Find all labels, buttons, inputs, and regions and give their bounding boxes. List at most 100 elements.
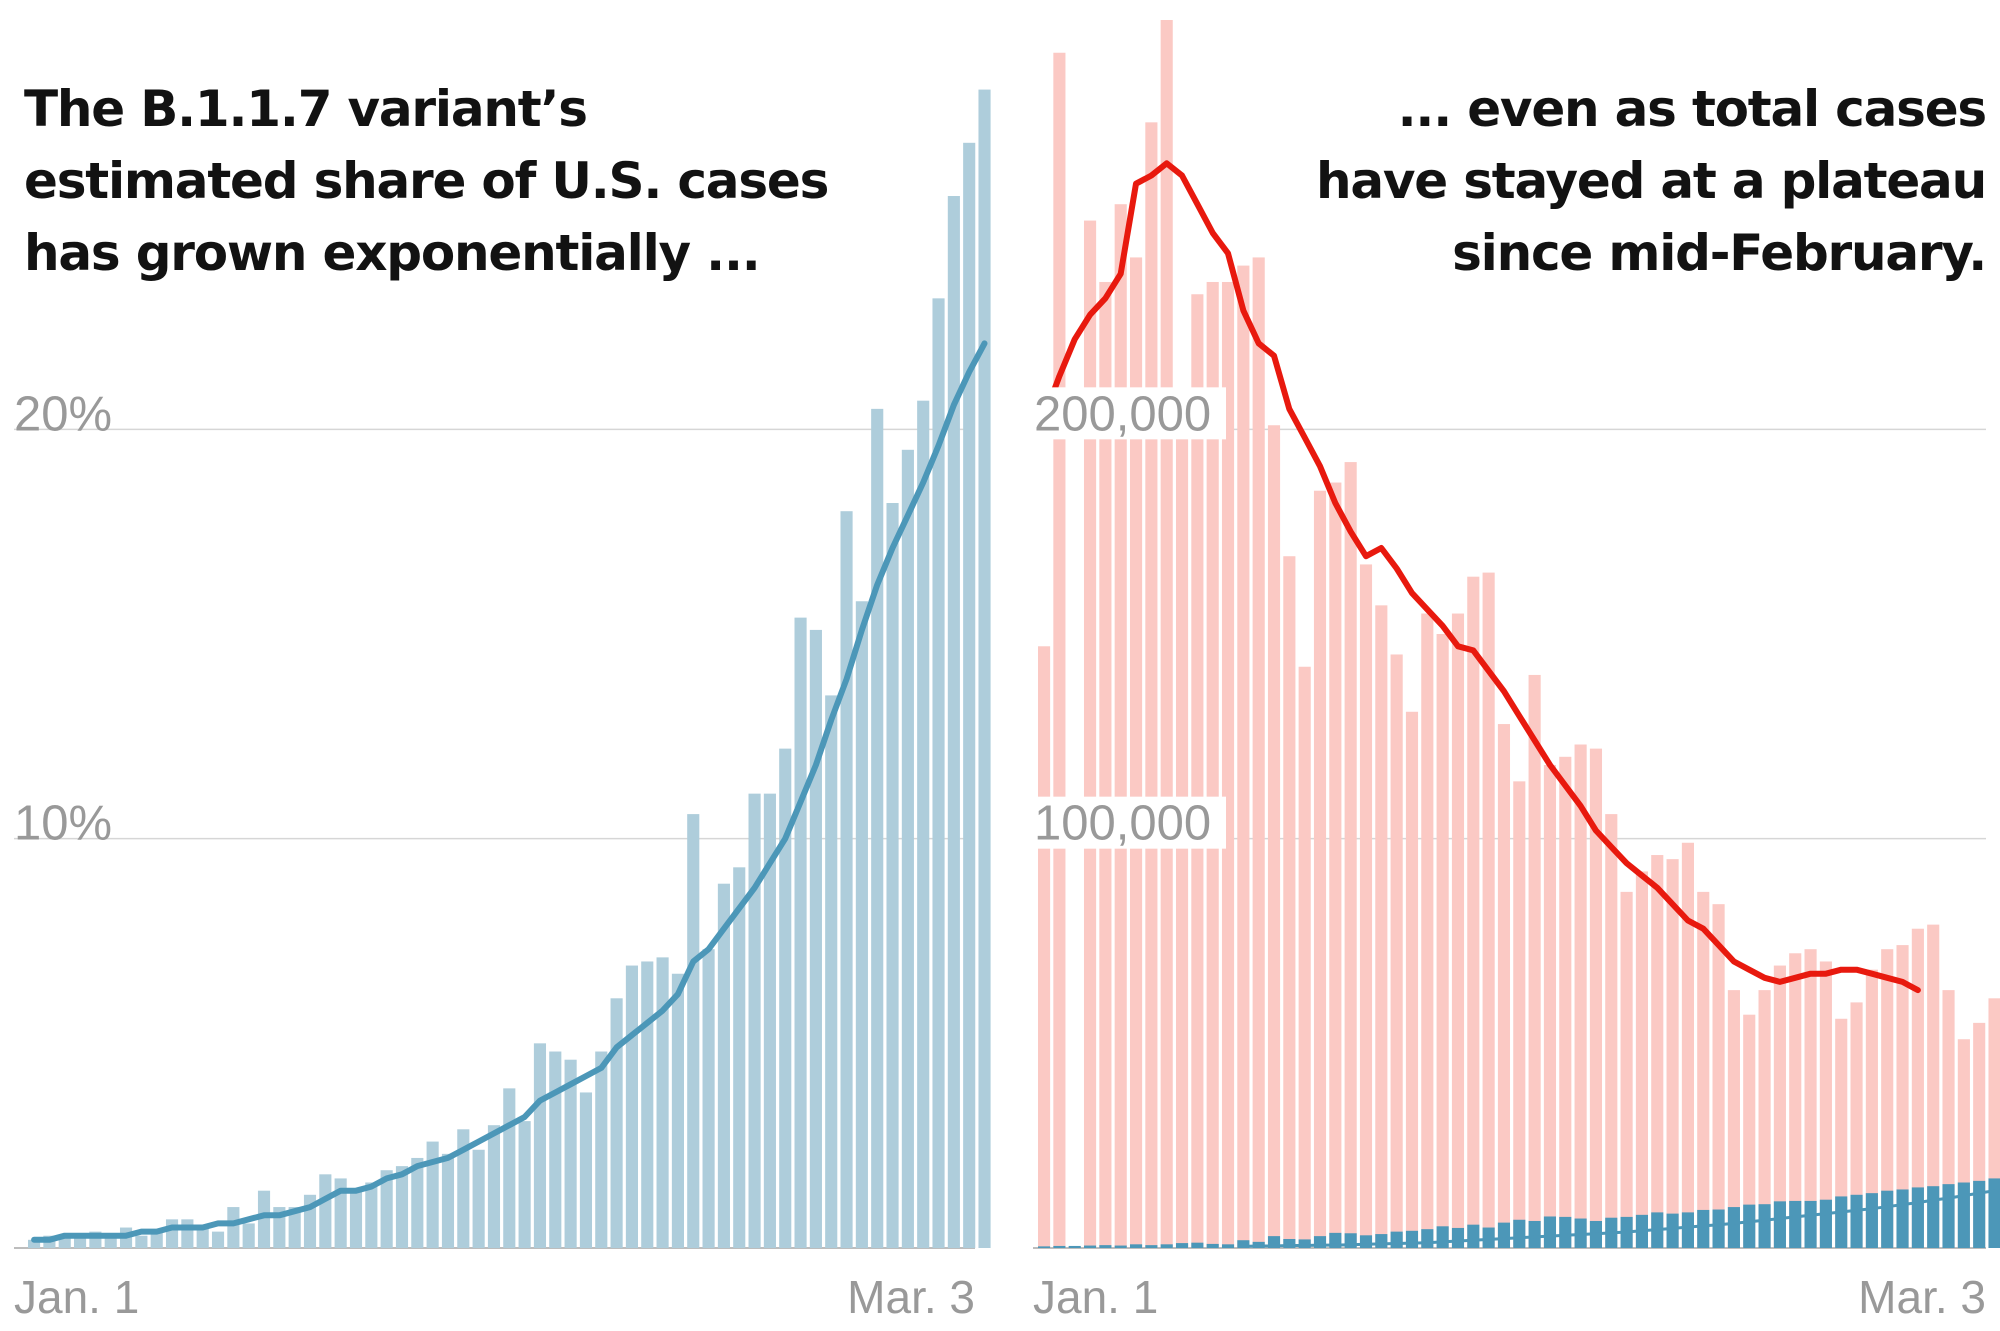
right-total-bar-22 <box>1375 605 1388 1248</box>
right-variant-bar-41 <box>1666 1213 1679 1248</box>
left-bar-39 <box>625 965 638 1248</box>
right-total-bars <box>1038 20 2000 1249</box>
right-total-bar-47 <box>1758 990 1771 1248</box>
right-tick-labels: 100,000 200,000 <box>1030 387 1226 851</box>
right-total-bar-20 <box>1344 462 1357 1249</box>
right-total-bar-50 <box>1804 949 1817 1248</box>
right-total-bar-17 <box>1298 666 1311 1248</box>
left-y-tick-label-1: 20% <box>14 387 112 441</box>
right-total-bar-49 <box>1789 953 1802 1248</box>
right-variant-bar-30 <box>1497 1222 1511 1248</box>
left-bar-57 <box>901 449 914 1248</box>
right-total-bar-51 <box>1819 961 1832 1248</box>
right-total-bar-39 <box>1635 871 1648 1248</box>
left-y-tick-label-0: 10% <box>14 797 112 851</box>
left-bar-31 <box>503 1088 516 1248</box>
right-variant-bar-1 <box>1053 1245 1066 1248</box>
left-title-line-2: has grown exponentially ... <box>24 224 760 282</box>
left-tick-labels: 10% 20% <box>14 387 112 850</box>
right-variant-bar-56 <box>1896 1189 1909 1248</box>
right-variant-bar-34 <box>1559 1216 1572 1248</box>
right-variant-bar-15 <box>1267 1236 1281 1248</box>
right-total-bar-46 <box>1743 1014 1756 1248</box>
right-total-bar-55 <box>1881 949 1894 1248</box>
right-variant-bar-26 <box>1436 1226 1449 1248</box>
right-total-bar-6 <box>1129 257 1143 1248</box>
right-variant-bar-32 <box>1528 1220 1541 1248</box>
variant-share-chart: 10% 20% The B.1.1.7 variant’s estimated sh… <box>14 80 991 1323</box>
right-variant-bar-44 <box>1712 1209 1725 1248</box>
right-total-bar-26 <box>1436 634 1449 1248</box>
right-variant-bar-17 <box>1298 1239 1311 1248</box>
right-total-bar-11 <box>1206 281 1219 1248</box>
right-variant-bar-57 <box>1911 1187 1924 1248</box>
right-total-bar-7 <box>1145 122 1158 1248</box>
left-bar-40 <box>641 961 654 1248</box>
left-bar-13 <box>227 1207 240 1248</box>
right-total-bar-16 <box>1283 556 1296 1248</box>
right-total-bar-14 <box>1252 257 1265 1248</box>
left-bar-48 <box>763 793 776 1248</box>
right-variant-bar-51 <box>1819 1199 1832 1248</box>
right-variant-bar-49 <box>1789 1200 1802 1248</box>
right-line <box>1041 160 1996 1248</box>
right-title-line-1: have stayed at a plateau <box>1316 152 1986 210</box>
right-total-bar-53 <box>1850 1002 1863 1248</box>
right-total-bar-43 <box>1697 891 1710 1248</box>
left-title-line-1: estimated share of U.S. cases <box>24 152 828 210</box>
left-bar-27 <box>441 1153 455 1248</box>
right-total-bar-21 <box>1359 564 1373 1248</box>
left-bar-36 <box>579 1092 593 1248</box>
right-variant-line <box>1241 1189 1996 1248</box>
right-y-tick-label-0: 100,000 <box>1034 797 1211 851</box>
left-bar-52 <box>825 695 838 1248</box>
left-bar-58 <box>917 400 930 1248</box>
right-total-bar-5 <box>1114 204 1127 1249</box>
right-variant-bar-55 <box>1881 1190 1894 1248</box>
right-variant-bar-7 <box>1145 1245 1158 1248</box>
right-total-bar-42 <box>1681 842 1694 1248</box>
right-variant-bar-29 <box>1482 1227 1495 1248</box>
left-bar-47 <box>748 793 761 1248</box>
left-bar-32 <box>518 1121 531 1248</box>
left-bar-25 <box>411 1157 424 1248</box>
left-bar-59 <box>932 298 945 1248</box>
right-variant-bar-53 <box>1850 1194 1863 1248</box>
right-total-bar-56 <box>1896 945 1909 1248</box>
right-x-label-start: Jan. 1 <box>1033 1271 1158 1323</box>
left-bar-20 <box>334 1178 347 1248</box>
right-total-bar-4 <box>1099 281 1112 1248</box>
right-total-bar-1 <box>1053 52 1066 1248</box>
left-bar-50 <box>794 617 807 1248</box>
left-bar-14 <box>242 1223 255 1248</box>
left-bar-10 <box>181 1219 194 1248</box>
right-total-bar-27 <box>1451 613 1465 1248</box>
right-variant-bar-33 <box>1543 1216 1557 1248</box>
left-bar-30 <box>487 1125 501 1248</box>
left-bar-26 <box>426 1141 439 1248</box>
right-total-bar-48 <box>1773 965 1786 1248</box>
right-variant-bar-45 <box>1727 1207 1740 1248</box>
left-bar-3 <box>73 1235 87 1248</box>
right-variant-bar-43 <box>1697 1209 1710 1248</box>
total-cases-chart: 100,000 200,000 ... even as total cases ha… <box>1030 20 2000 1323</box>
left-bar-34 <box>549 1051 562 1248</box>
left-title-line-0: The B.1.1.7 variant’s <box>24 80 587 138</box>
right-total-bar-23 <box>1390 654 1403 1248</box>
right-variant-bar-28 <box>1467 1224 1480 1248</box>
left-bar-49 <box>779 748 792 1248</box>
right-variant-bar-5 <box>1114 1245 1127 1248</box>
right-variant-bar-4 <box>1099 1245 1112 1248</box>
right-total-bar-18 <box>1313 490 1327 1248</box>
right-variant-bar-60 <box>1957 1182 1970 1248</box>
right-total-bar-13 <box>1237 265 1250 1249</box>
right-total-bar-34 <box>1559 756 1572 1248</box>
left-bar-21 <box>349 1190 363 1248</box>
left-bar-35 <box>564 1059 577 1248</box>
right-y-tick-label-1: 200,000 <box>1034 387 1211 441</box>
left-bar-60 <box>947 196 960 1249</box>
right-tick-plate-1 <box>1030 387 1226 440</box>
right-variant-bar-58 <box>1927 1186 1940 1248</box>
right-total-bar-35 <box>1574 744 1587 1248</box>
right-variant-bar-3 <box>1083 1245 1097 1248</box>
